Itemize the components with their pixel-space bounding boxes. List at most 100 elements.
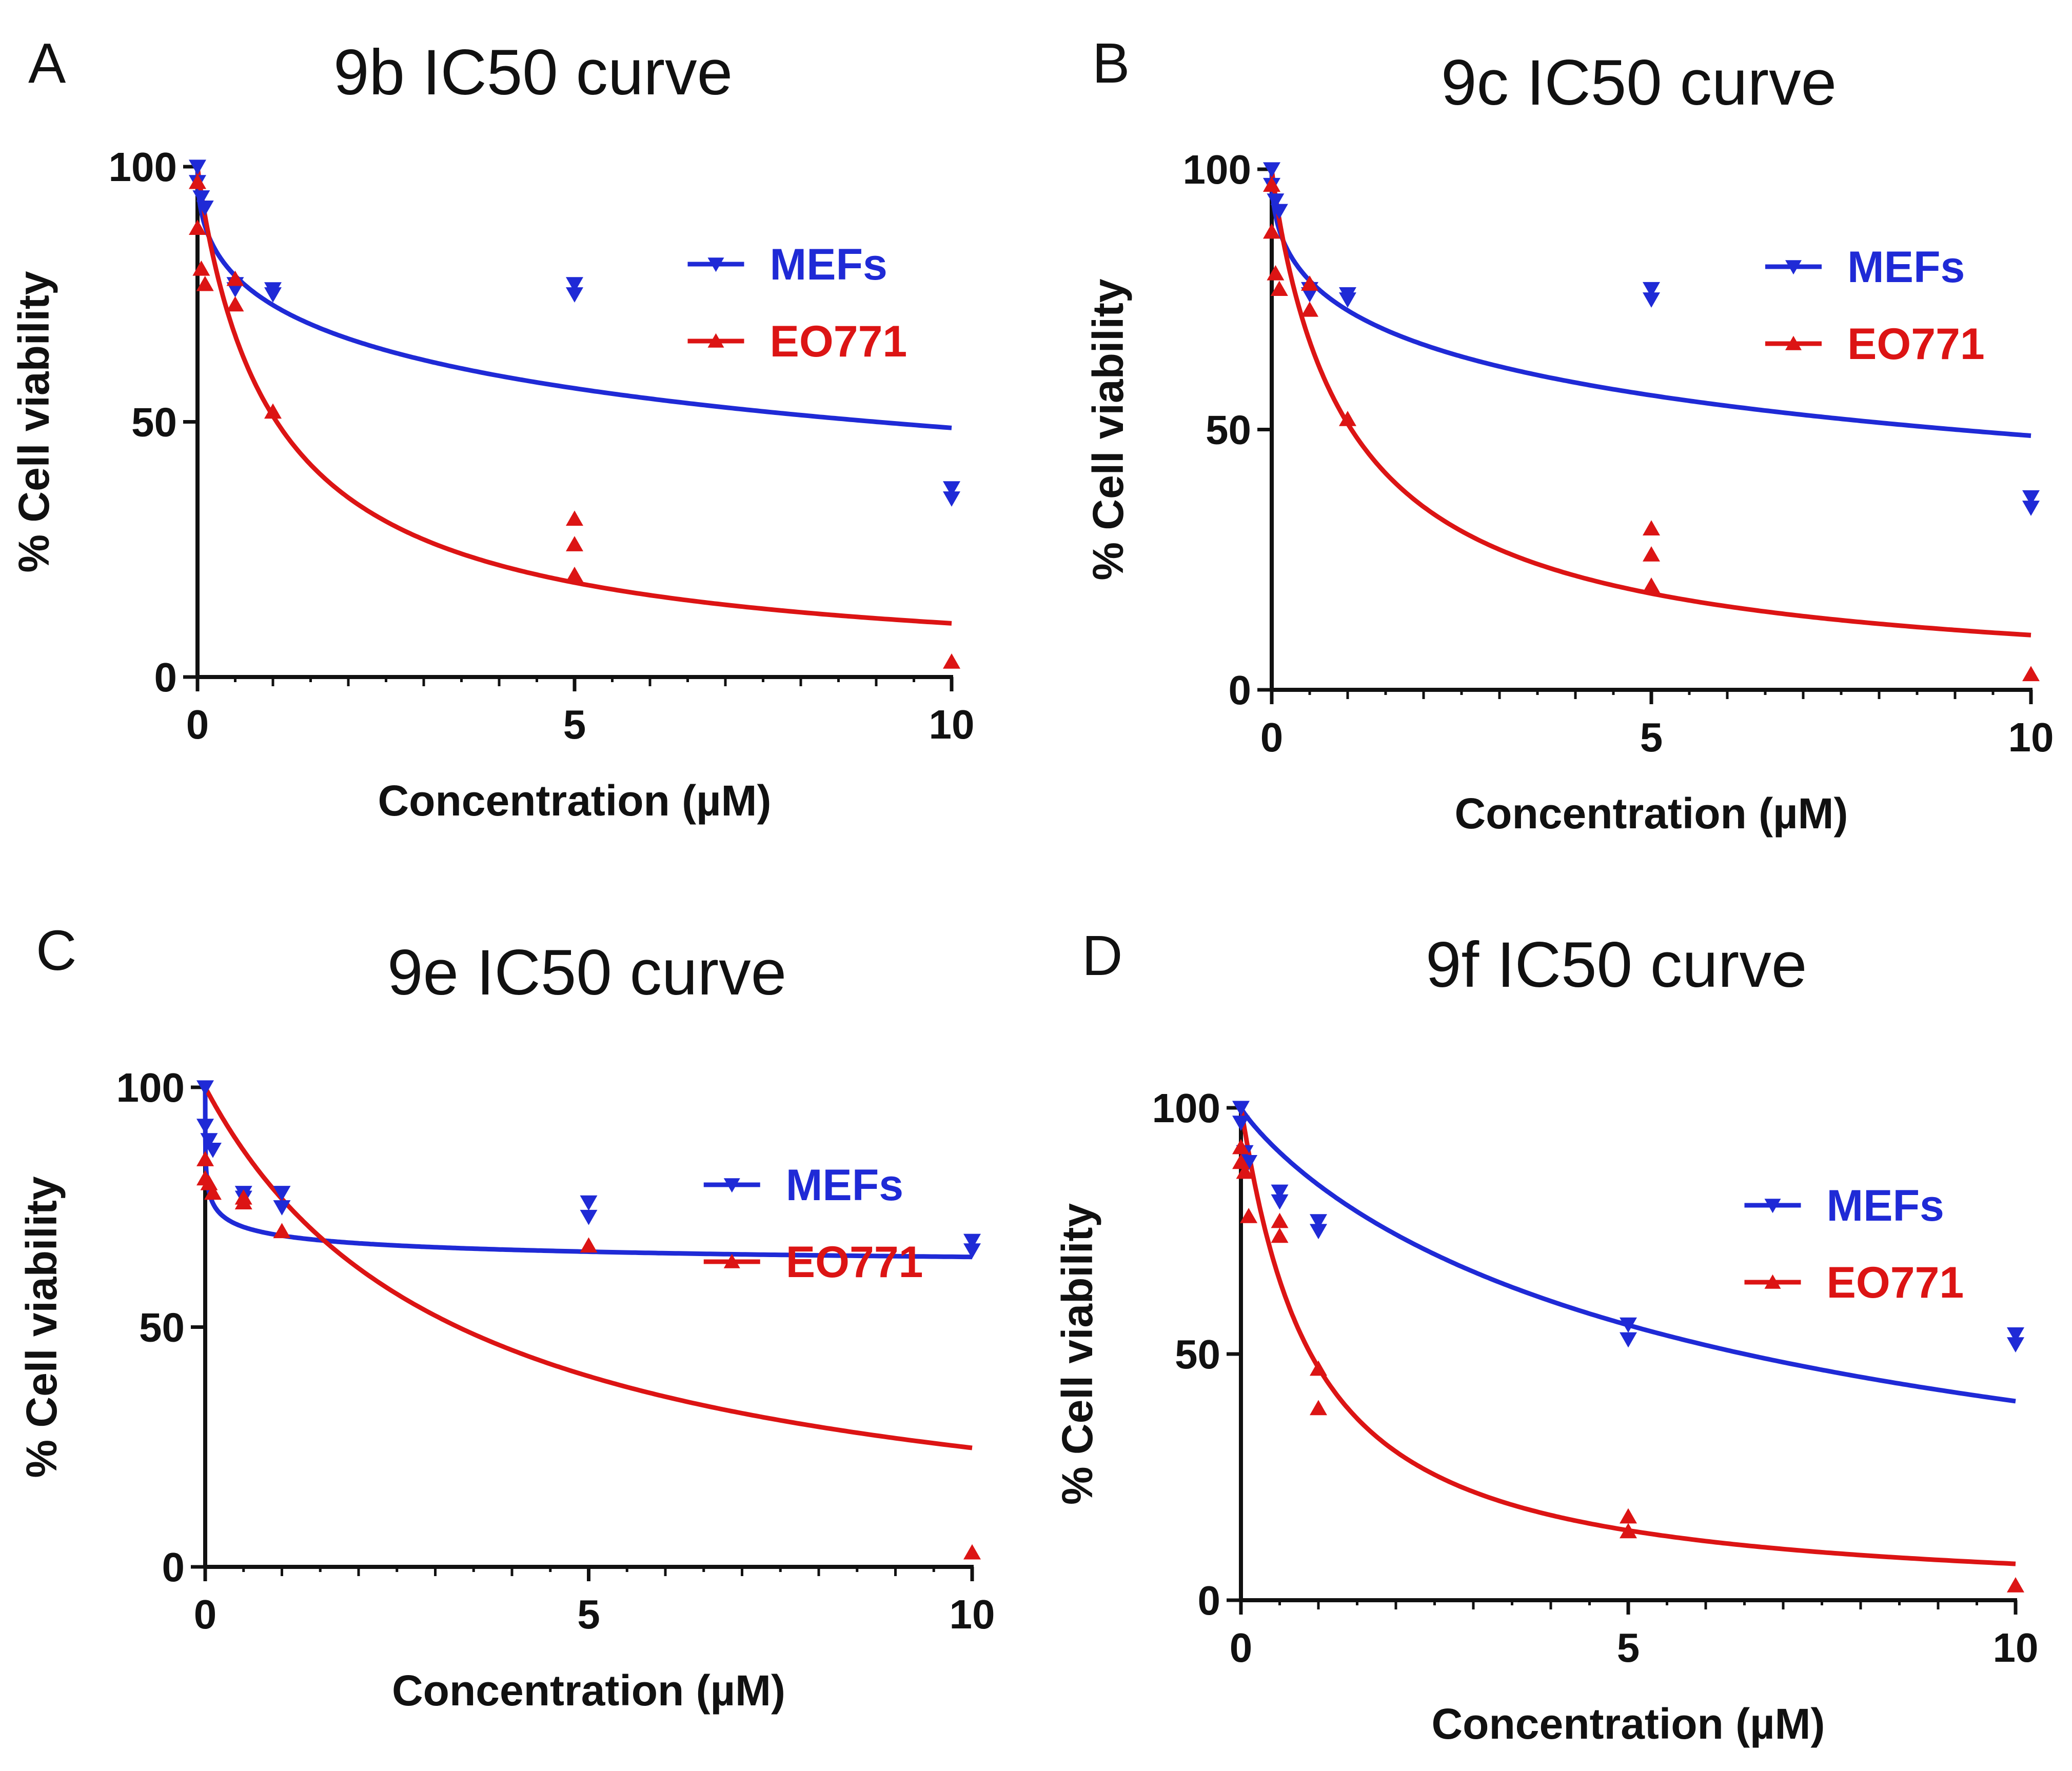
- eo771-data-point: [189, 220, 206, 235]
- mefs-data-point: [1240, 1155, 1258, 1170]
- mefs-data-point: [1643, 282, 1660, 297]
- mefs-data-point: [189, 160, 206, 175]
- eo771-data-point: [566, 536, 583, 551]
- y-axis-title: % Cell viability: [10, 271, 58, 572]
- eo771-data-point: [1263, 223, 1280, 239]
- x-tick-label: 0: [1230, 1625, 1253, 1670]
- panel-letter: A: [28, 32, 66, 95]
- panel-b: B 9c IC50 curve 0 5 10 0 50 100 Concentration …: [1036, 0, 2072, 872]
- eo771-data-point: [1271, 1227, 1289, 1243]
- eo771-data-point: [1271, 1212, 1289, 1228]
- legend-marker: [1785, 260, 1802, 275]
- x-tick-label: 5: [563, 702, 586, 747]
- x-tick-label: 0: [194, 1591, 217, 1637]
- eo771-data-point: [1310, 1360, 1327, 1376]
- mefs-data-point: [2007, 1337, 2024, 1352]
- y-tick-label: 100: [1183, 147, 1251, 192]
- eo771-data-point: [580, 1237, 598, 1253]
- eo771-data-point: [204, 1184, 222, 1200]
- x-tick-label: 5: [577, 1591, 600, 1637]
- y-tick-label: 0: [1198, 1578, 1221, 1623]
- mefs-data-point: [1271, 1194, 1289, 1210]
- mefs-data-point: [196, 1119, 214, 1134]
- legend-marker: [1785, 335, 1802, 350]
- mefs-data-point: [273, 1186, 291, 1201]
- x-tick-label: 10: [1993, 1625, 2039, 1670]
- mefs-data-point: [204, 1142, 222, 1158]
- mefs-data-point: [1267, 193, 1285, 209]
- mefs-data-point: [273, 1200, 291, 1216]
- legend-marker: [723, 1253, 740, 1268]
- y-tick-label: 0: [162, 1544, 185, 1590]
- eo771-data-point: [566, 510, 583, 526]
- legend-label: EO771: [1827, 1258, 1964, 1307]
- legend-label: EO771: [770, 317, 907, 366]
- legend-label: MEFs: [770, 240, 887, 289]
- panel-letter: B: [1092, 32, 1130, 95]
- eo771-data-point: [1232, 1139, 1250, 1155]
- eo771-data-point: [2022, 666, 2040, 682]
- eo771-data-point: [226, 270, 244, 286]
- eo771-data-point: [234, 1194, 252, 1209]
- legend-marker: [1764, 1274, 1781, 1289]
- x-tick-label: 10: [2008, 714, 2054, 760]
- mefs-data-point: [1232, 1101, 1250, 1117]
- mefs-data-point: [1270, 204, 1288, 220]
- mefs-fit-curve: [203, 1087, 973, 1260]
- legend-label: MEFs: [1847, 243, 1965, 292]
- legend-label: MEFs: [1827, 1181, 1944, 1230]
- x-axis-title: Concentration (µM): [392, 1666, 785, 1715]
- legend-label: MEFs: [786, 1161, 903, 1210]
- mefs-data-point: [196, 1080, 214, 1096]
- x-tick-label: 0: [1260, 714, 1284, 760]
- chart-title: 9b IC50 curve: [333, 37, 733, 108]
- eo771-data-point: [1643, 520, 1660, 535]
- eo771-data-point: [2007, 1577, 2024, 1593]
- y-tick-label: 0: [154, 654, 177, 700]
- x-axis-title: Concentration (µM): [378, 777, 772, 825]
- mefs-data-point: [1310, 1224, 1327, 1240]
- mefs-data-point: [1620, 1317, 1637, 1333]
- eo771-data-point: [1643, 577, 1660, 593]
- eo771-data-point: [226, 296, 244, 312]
- eo771-data-point: [1267, 265, 1285, 281]
- panel-letter: D: [1082, 924, 1123, 987]
- x-tick-label: 10: [950, 1591, 995, 1637]
- mefs-data-point: [943, 491, 960, 507]
- mefs-data-point: [1310, 1214, 1327, 1229]
- y-axis-title: % Cell viability: [1053, 1203, 1101, 1505]
- y-tick-label: 50: [1206, 407, 1251, 453]
- mefs-data-point: [200, 1133, 218, 1148]
- eo771-data-point: [1310, 1400, 1327, 1416]
- legend-marker: [723, 1178, 740, 1193]
- mefs-data-point: [1643, 292, 1660, 308]
- chart-title: 9f IC50 curve: [1426, 929, 1807, 1001]
- mefs-data-point: [963, 1243, 981, 1259]
- eo771-data-point: [273, 1223, 291, 1239]
- eo771-data-point: [1620, 1523, 1637, 1539]
- eo771-data-point: [1270, 281, 1288, 296]
- legend-label: EO771: [786, 1238, 923, 1287]
- y-tick-label: 0: [1229, 667, 1252, 713]
- panel-c: C 9e IC50 curve 0 5 10 0 50 100 Concentration …: [0, 872, 1036, 1771]
- mefs-data-point: [580, 1209, 598, 1225]
- eo771-data-point: [189, 173, 206, 189]
- mefs-data-point: [1271, 1184, 1289, 1200]
- mefs-data-point: [566, 277, 583, 292]
- x-axis-title: Concentration (µM): [1432, 1700, 1825, 1748]
- chart-title: 9e IC50 curve: [387, 937, 787, 1008]
- eo771-data-point: [1620, 1508, 1637, 1524]
- eo771-data-point: [196, 1151, 214, 1166]
- mefs-data-point: [2007, 1327, 2024, 1343]
- y-tick-label: 100: [109, 144, 177, 190]
- y-tick-label: 50: [131, 400, 177, 445]
- y-tick-label: 50: [139, 1305, 185, 1350]
- eo771-data-point: [1301, 275, 1318, 291]
- mefs-data-point: [192, 190, 210, 206]
- eo771-fit-curve: [1269, 169, 2031, 638]
- mefs-data-point: [943, 481, 960, 496]
- mefs-data-point: [963, 1233, 981, 1249]
- mefs-data-point: [196, 201, 214, 216]
